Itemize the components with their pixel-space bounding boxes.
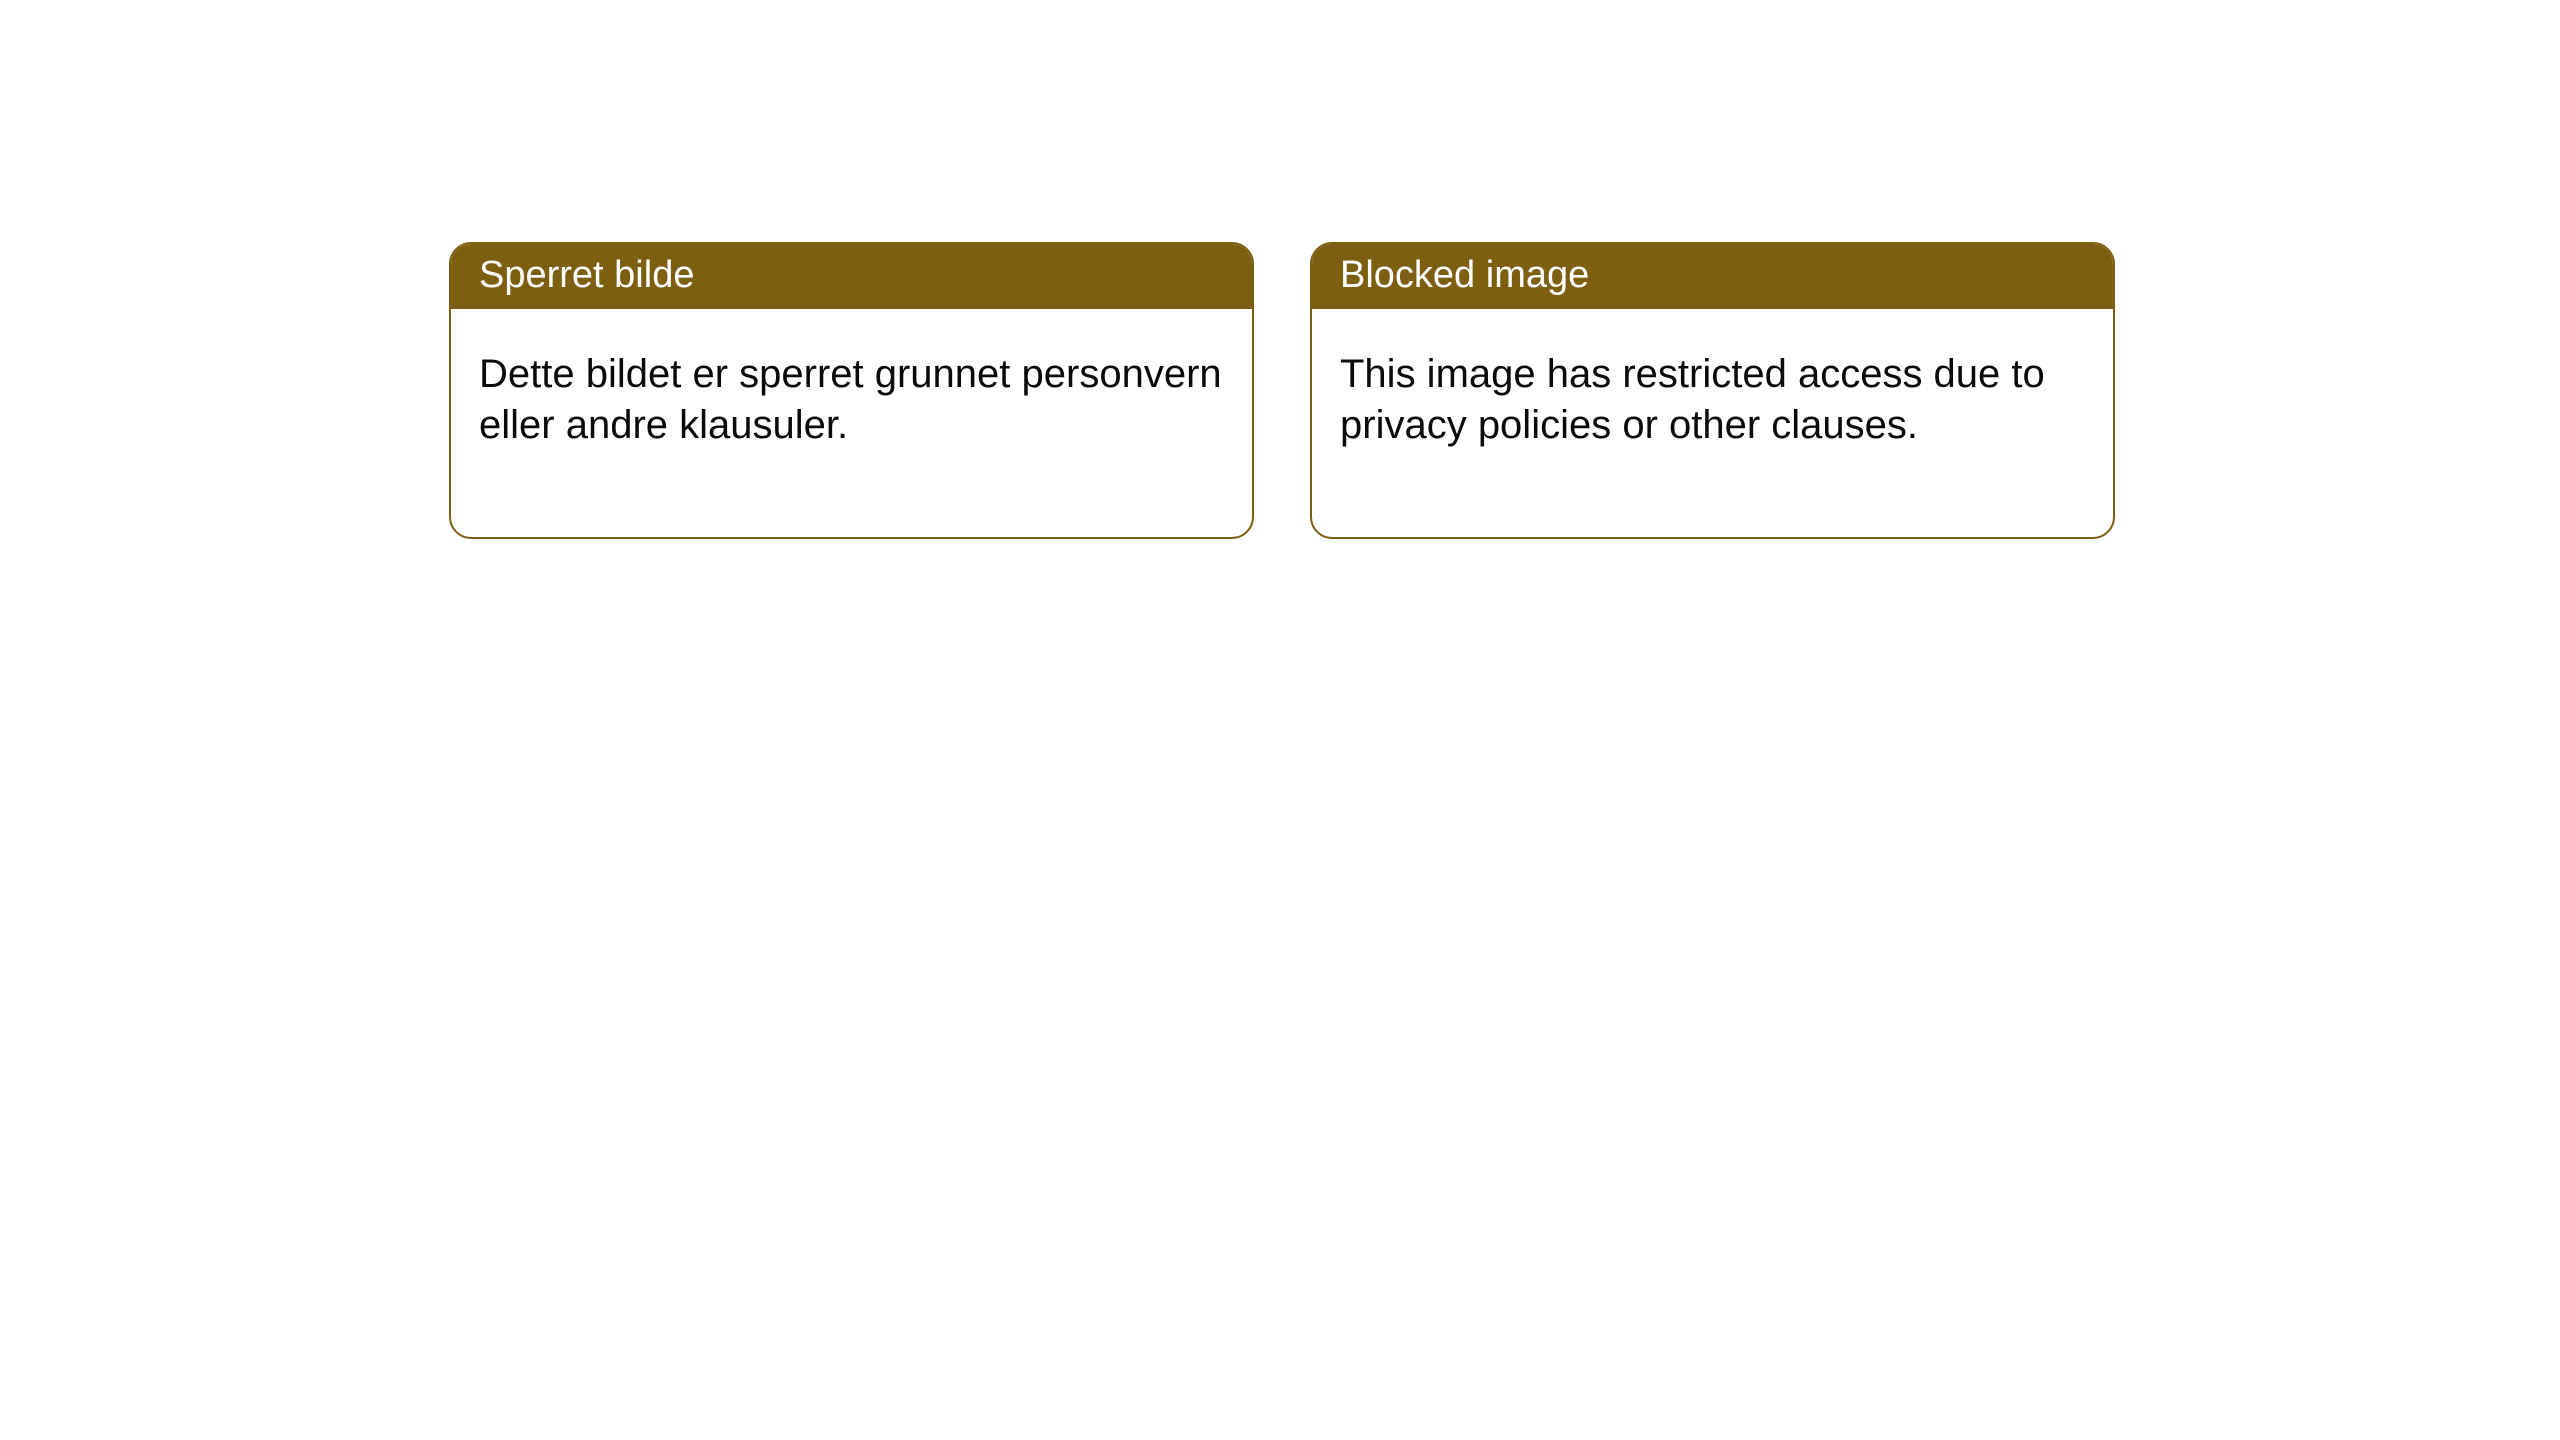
blocked-image-card-en: Blocked image This image has restricted …	[1310, 242, 2115, 539]
card-title: Blocked image	[1340, 254, 1589, 296]
card-title: Sperret bilde	[479, 254, 694, 296]
card-header: Sperret bilde	[451, 244, 1252, 309]
blocked-image-card-no: Sperret bilde Dette bildet er sperret gr…	[449, 242, 1254, 539]
card-header: Blocked image	[1312, 244, 2113, 309]
card-body: Dette bildet er sperret grunnet personve…	[451, 309, 1252, 537]
card-body-text: This image has restricted access due to …	[1340, 352, 2045, 447]
card-body-text: Dette bildet er sperret grunnet personve…	[479, 352, 1222, 447]
notice-container: Sperret bilde Dette bildet er sperret gr…	[0, 0, 2560, 539]
card-body: This image has restricted access due to …	[1312, 309, 2113, 537]
